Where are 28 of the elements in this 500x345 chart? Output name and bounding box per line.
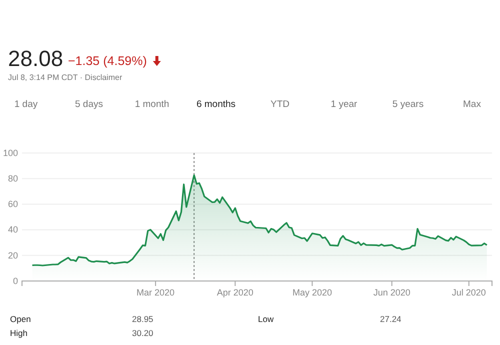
y-tick-label: 0 (12, 276, 18, 286)
y-tick-label: 80 (8, 173, 18, 184)
y-tick-label: 40 (8, 224, 18, 235)
y-tick-label: 100 (2, 148, 18, 158)
x-tick-label: Mar 2020 (136, 287, 175, 298)
text: High (10, 328, 28, 338)
text: Max (463, 99, 482, 110)
text: 5 years (392, 99, 424, 110)
text: 1 day (14, 99, 38, 110)
text: Open (10, 314, 32, 324)
text: 1 month (134, 99, 170, 110)
text: 1 year (330, 99, 358, 110)
x-tick-label: Jul 2020 (452, 287, 486, 298)
text: 30.20 (132, 328, 154, 338)
text: Low (258, 314, 274, 324)
x-tick-label: May 2020 (292, 287, 332, 298)
y-tick-label: 20 (8, 250, 18, 260)
text: 28.08 (8, 46, 64, 71)
text: 27.24 (380, 314, 402, 324)
x-tick-label: Jun 2020 (373, 287, 410, 298)
text: Jul 8, 3:14 PM CDT · Disclaimer (8, 73, 122, 82)
text: −1.35 (4.59%) (68, 54, 147, 68)
text: 5 days (75, 99, 104, 110)
x-tick-label: Apr 2020 (216, 287, 254, 298)
text: 28.95 (132, 314, 154, 324)
y-tick-label: 60 (8, 199, 18, 210)
text: 6 months (196, 99, 236, 110)
text: YTD (270, 99, 290, 110)
